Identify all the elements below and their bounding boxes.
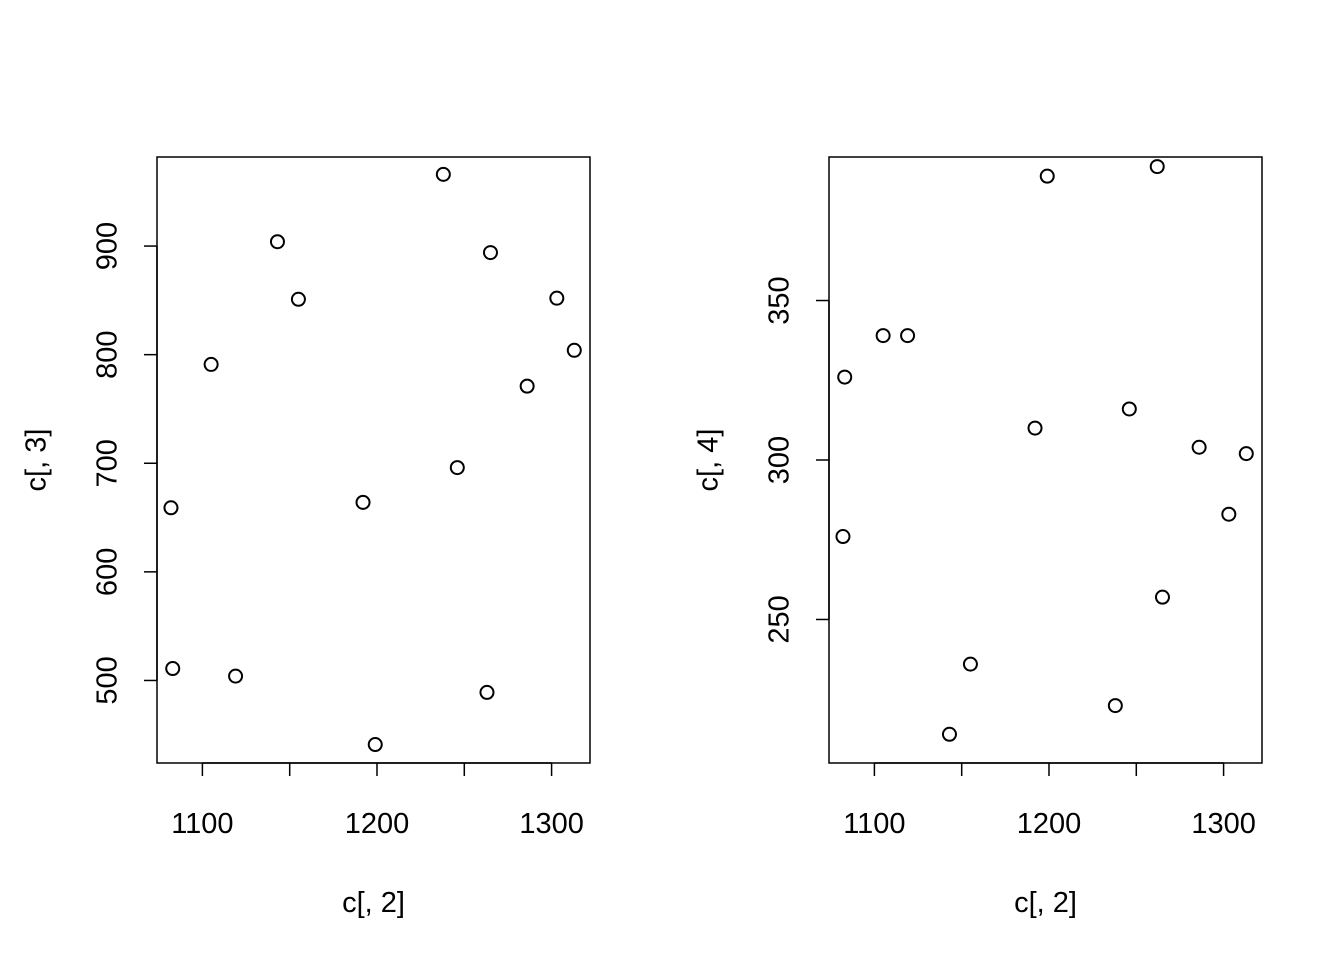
data-point [1039,168,1055,184]
y-axis-title: c[, 3] [21,429,53,492]
data-point [519,378,535,394]
data-point [566,342,582,358]
x-tick-label: 1300 [519,808,584,840]
x-axis-title: c[, 2] [1014,887,1077,919]
x-tick-label: 1100 [171,808,233,840]
y-tick-label: 700 [92,439,124,487]
data-point [875,328,891,344]
x-tick-label: 1300 [1191,808,1256,840]
right-scatter-panel: 1100 1200 1300 250 300 350 c[, 2] c[, 4] [693,156,1263,919]
plot-frame [156,156,591,764]
data-point [1121,401,1137,417]
y-tick-label: 250 [764,595,796,643]
data-point [835,529,851,545]
data-point [1027,420,1043,436]
data-point [1149,159,1165,175]
data-point [1107,698,1123,714]
data-point [962,656,978,672]
plot-frame [828,156,1263,764]
data-point [269,234,285,250]
data-point [1154,589,1170,605]
y-tick-label: 350 [764,276,796,324]
left-scatter-panel: 1100 1200 1300 500 600 700 800 900 c[, 2] c[, 3] [21,156,591,919]
data-point [900,328,916,344]
x-tick-label: 1200 [345,808,410,840]
data-point [290,291,306,307]
data-point [435,166,451,182]
data-point [1191,439,1207,455]
data-point [449,460,465,476]
data-point [165,661,181,677]
data-point [203,356,219,372]
y-tick-label: 500 [92,656,124,704]
data-point [837,369,853,385]
x-tick-label: 1200 [1017,808,1082,840]
x-axis-title: c[, 2] [342,887,405,919]
y-tick-label: 800 [92,330,124,378]
x-tick-label: 1100 [843,808,905,840]
data-point [941,726,957,742]
y-tick-label: 300 [764,436,796,484]
data-point [1238,446,1254,462]
data-point [1221,506,1237,522]
data-point [549,290,565,306]
data-point [163,500,179,516]
data-point [367,737,383,753]
data-point [482,245,498,261]
data-point [228,668,244,684]
y-tick-label: 900 [92,222,124,270]
data-point [479,684,495,700]
y-tick-label: 600 [92,548,124,596]
y-axis-title: c[, 4] [693,429,725,492]
data-point [355,494,371,510]
